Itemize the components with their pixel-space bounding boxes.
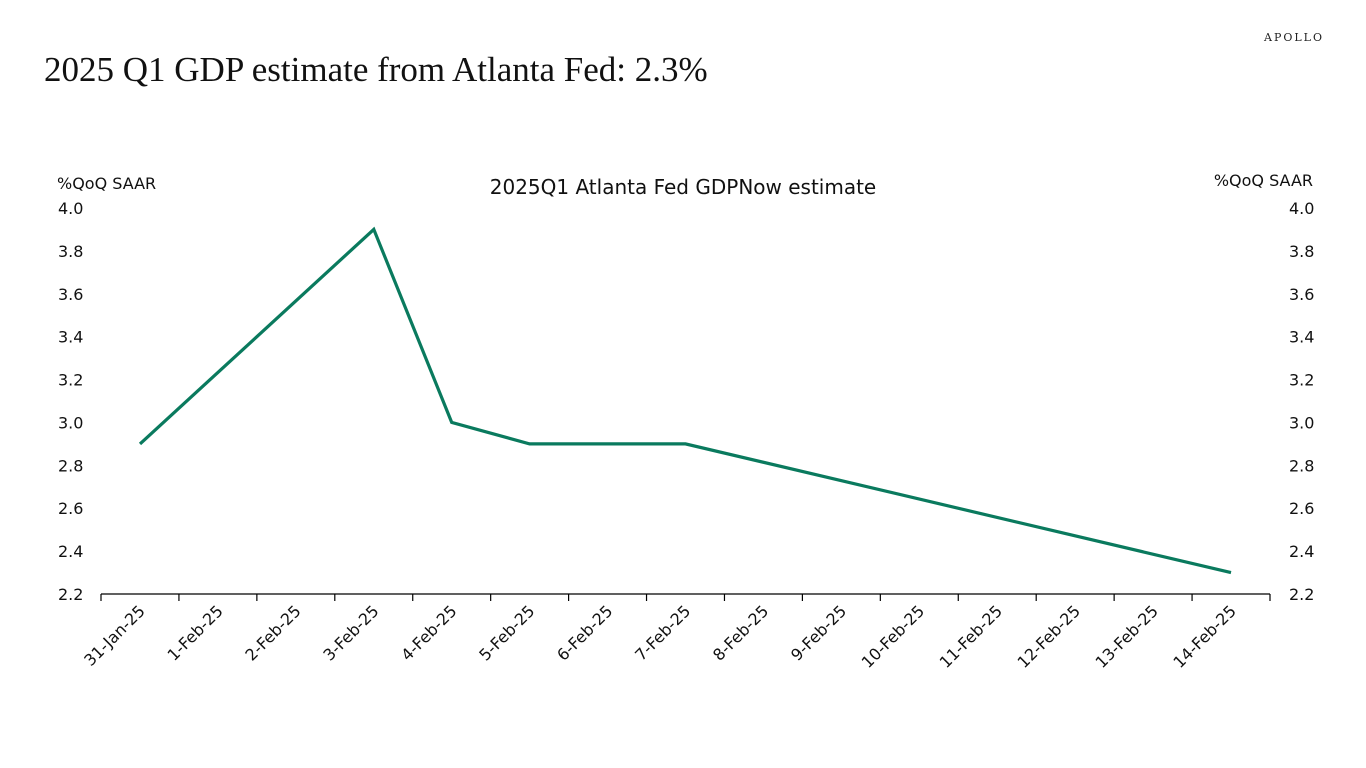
x-tick-label: 13-Feb-25 <box>1092 601 1162 671</box>
y-tick-label-left: 3.6 <box>58 285 83 304</box>
y-tick-label-left: 2.4 <box>58 542 83 561</box>
y-tick-label-right: 4.0 <box>1289 199 1314 218</box>
series-line-gdpnow <box>138 226 1232 575</box>
y-axis-right: 2.2 2.4 2.6 2.8 3.0 3.2 3.4 3.6 3.8 4.0 <box>1289 199 1314 604</box>
y-tick-label-left: 3.2 <box>58 371 83 390</box>
x-tick-label: 8-Feb-25 <box>709 601 772 664</box>
y-tick-label-left: 3.8 <box>58 242 83 261</box>
brand-logo: APOLLO <box>1264 31 1324 44</box>
y-tick-label-right: 2.2 <box>1289 585 1314 604</box>
page-title: 2025 Q1 GDP estimate from Atlanta Fed: 2… <box>44 50 708 89</box>
x-tick-label: 2-Feb-25 <box>241 601 304 664</box>
x-tick-label: 11-Feb-25 <box>936 601 1006 671</box>
x-tick-label: 14-Feb-25 <box>1169 601 1239 671</box>
x-tick-label: 4-Feb-25 <box>397 601 460 664</box>
x-axis: 31-Jan-25 1-Feb-25 2-Feb-25 3-Feb-25 4-Feb-2… <box>80 593 1271 672</box>
y-tick-label-right: 2.8 <box>1289 456 1314 475</box>
x-tick-label: 6-Feb-25 <box>553 601 616 664</box>
chart-title: 2025Q1 Atlanta Fed GDPNow estimate <box>490 175 876 199</box>
y-axis-label-right: %QoQ SAAR <box>1214 171 1313 190</box>
y-tick-label-left: 3.4 <box>58 328 83 347</box>
y-axis-left: 2.2 2.4 2.6 2.8 3.0 3.2 3.4 3.6 3.8 4.0 <box>58 199 83 604</box>
y-tick-label-right: 3.4 <box>1289 328 1314 347</box>
y-tick-label-right: 2.6 <box>1289 499 1314 518</box>
y-tick-label-right: 3.0 <box>1289 413 1314 432</box>
y-tick-label-right: 3.6 <box>1289 285 1314 304</box>
x-tick-label: 12-Feb-25 <box>1014 601 1084 671</box>
y-tick-label-right: 3.8 <box>1289 242 1314 261</box>
y-tick-label-left: 3.0 <box>58 413 83 432</box>
series-layer <box>138 226 1232 575</box>
y-axis-label-left: %QoQ SAAR <box>57 174 156 193</box>
x-tick-label: 3-Feb-25 <box>319 601 382 664</box>
x-tick-label: 10-Feb-25 <box>858 601 928 671</box>
x-tick-label: 31-Jan-25 <box>80 601 148 669</box>
y-tick-label-right: 2.4 <box>1289 542 1314 561</box>
x-tick-label: 5-Feb-25 <box>475 601 538 664</box>
y-tick-label-right: 3.2 <box>1289 371 1314 390</box>
x-tick-label: 1-Feb-25 <box>163 601 226 664</box>
y-tick-label-left: 2.6 <box>58 499 83 518</box>
y-tick-label-left: 2.8 <box>58 456 83 475</box>
x-tick-label: 7-Feb-25 <box>631 601 694 664</box>
x-tick-label: 9-Feb-25 <box>787 601 850 664</box>
y-tick-label-left: 2.2 <box>58 585 83 604</box>
y-tick-label-left: 4.0 <box>58 199 83 218</box>
